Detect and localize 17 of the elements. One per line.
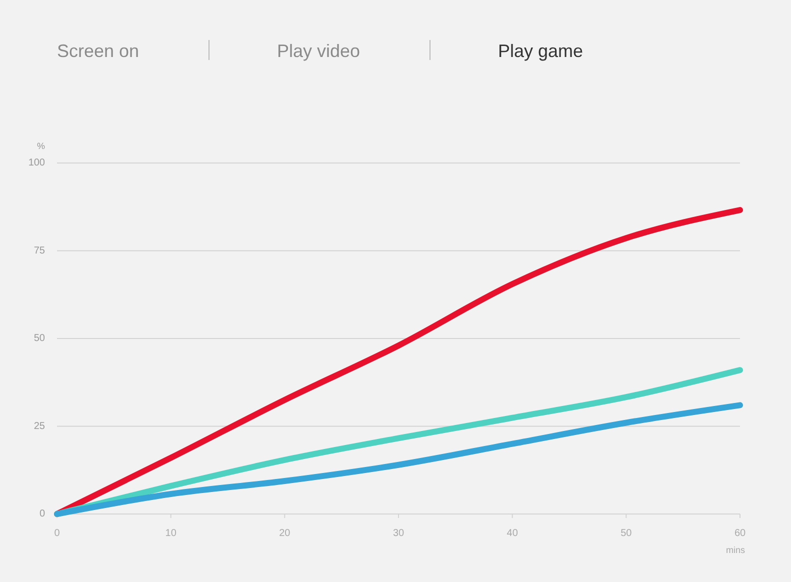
- x-tick-label: 20: [279, 528, 291, 539]
- x-tick-label: 60: [734, 528, 746, 539]
- x-tick-label: 0: [54, 528, 60, 539]
- x-tick-label: 30: [392, 528, 404, 539]
- y-tick-label: 100: [28, 158, 46, 169]
- x-tick-label: 10: [165, 528, 177, 539]
- y-tick-label: 25: [34, 420, 46, 432]
- x-axis-title: mins: [726, 545, 746, 555]
- text: Play video: [277, 41, 360, 61]
- y-axis-title: %: [36, 141, 45, 151]
- x-tick-label: 40: [506, 528, 518, 539]
- chart-title: Play game: [498, 41, 584, 61]
- y-tick-label: 50: [34, 333, 46, 344]
- y-tick-label: 75: [34, 245, 46, 256]
- text: Screen on: [57, 41, 140, 61]
- y-tick-label: 0: [39, 508, 46, 520]
- x-tick-label: 50: [620, 528, 632, 539]
